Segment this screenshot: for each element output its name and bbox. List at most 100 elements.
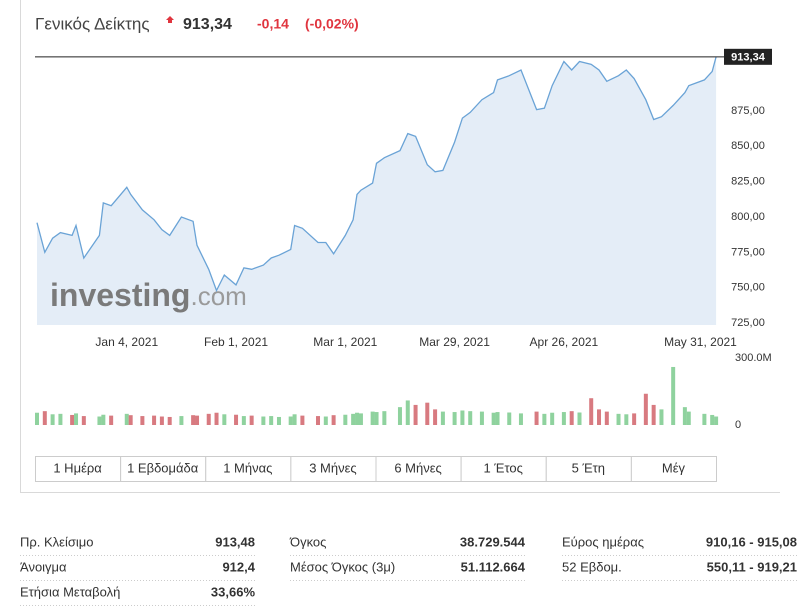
stat-value: 913,48	[215, 534, 255, 549]
volume-bar	[109, 415, 114, 425]
volume-bar	[468, 411, 473, 425]
y-tick-label: 800,00	[731, 211, 765, 223]
down-arrow	[166, 16, 174, 23]
stat-label: Άνοιγμα	[20, 559, 67, 574]
volume-bar	[323, 416, 328, 425]
tab-button[interactable]	[545, 456, 632, 482]
volume-bar	[58, 413, 63, 425]
price: 913,34	[183, 16, 232, 33]
x-tick-label: Mar 29, 2021	[419, 335, 490, 349]
volume-bar	[577, 412, 582, 425]
volume-bar	[124, 413, 129, 425]
price-line	[36, 56, 717, 293]
volume-bar	[358, 413, 363, 425]
volume-bar	[288, 416, 293, 425]
volume-bar	[425, 402, 430, 425]
tab-label[interactable]: 1 Εβδομάδα	[127, 460, 199, 475]
volume-bar	[300, 415, 305, 425]
y-tick-label: 775,00	[731, 246, 765, 258]
x-tick-label: May 31, 2021	[664, 335, 737, 349]
x-tick-label: Mar 1, 2021	[313, 335, 377, 349]
stat-value: 51.112.664	[461, 559, 526, 574]
volume-bar	[351, 413, 356, 425]
volume-bar	[433, 409, 438, 425]
volume-bar	[550, 412, 555, 425]
watermark: investing.com	[50, 277, 247, 313]
volume-bar	[50, 414, 55, 425]
last-price-tag	[724, 48, 772, 65]
volume-bar	[479, 411, 484, 425]
tab-button[interactable]	[630, 456, 717, 482]
volume-bar	[710, 414, 715, 425]
volume-bar	[702, 413, 707, 425]
volume-bar	[597, 409, 602, 425]
volume-bar	[70, 414, 75, 425]
tab-label[interactable]: Μέγ	[662, 460, 686, 475]
volume-bar	[179, 416, 184, 425]
stat-label: Πρ. Κλείσιμο	[20, 534, 94, 549]
area-fill	[37, 56, 717, 326]
volume-bar	[405, 400, 410, 425]
tab-label[interactable]: 5 Έτη	[572, 460, 605, 475]
stat-value: 912,4	[222, 559, 255, 574]
volume-bar	[413, 404, 418, 425]
stat-label: Ετήσια Μεταβολή	[20, 584, 120, 599]
volume-bar	[616, 413, 621, 425]
volume-bar	[686, 411, 691, 425]
volume-bar	[491, 412, 496, 425]
tab-label[interactable]: 1 Έτος	[483, 460, 522, 475]
volume-bar	[249, 415, 254, 425]
volume-bar	[343, 414, 348, 425]
stat-label: 52 Εβδομ.	[562, 559, 622, 574]
volume-bar	[440, 411, 445, 425]
stat-label: Εύρος ημέρας	[562, 534, 644, 549]
y-tick-label: 850,00	[731, 140, 765, 152]
volume-bar	[460, 410, 465, 425]
volume-bar	[35, 412, 39, 425]
volume-bar	[128, 415, 133, 425]
tab-label[interactable]: 6 Μήνες	[394, 460, 441, 475]
stat-value: 910,16 - 915,08	[706, 534, 797, 549]
volume-bar	[714, 416, 719, 425]
volume-bar	[374, 412, 379, 425]
volume-bar	[659, 409, 664, 425]
volume-bar	[261, 416, 266, 425]
volume-bar	[561, 412, 566, 425]
y-tick-label: 875,00	[731, 105, 765, 117]
tab-label[interactable]: 3 Μήνες	[309, 460, 356, 475]
volume-tick-label: 300.0M	[735, 352, 772, 364]
volume-bar	[152, 415, 157, 425]
volume-bar	[42, 411, 47, 425]
volume-bar	[542, 413, 547, 425]
x-tick-label: Jan 4, 2021	[95, 335, 158, 349]
volume-bar	[292, 414, 297, 425]
stat-label: Όγκος	[289, 534, 326, 549]
volume-bar	[140, 416, 145, 425]
last-price-label: 913,34	[731, 52, 766, 64]
volume-bar	[624, 414, 629, 425]
y-tick-label: 725,00	[731, 317, 765, 329]
volume-bar	[195, 415, 200, 425]
volume-bar	[495, 412, 500, 425]
tab-label[interactable]: 1 Μήνας	[223, 460, 272, 475]
volume-bar	[643, 393, 648, 425]
volume-bar	[589, 398, 594, 425]
volume-bar	[276, 416, 281, 425]
volume-bar	[241, 416, 246, 425]
stat-value: 38.729.544	[460, 534, 526, 549]
volume-bar	[97, 416, 102, 425]
tab-label[interactable]: 1 Ημέρα	[53, 460, 102, 475]
volume-bar	[382, 411, 387, 425]
volume-bar	[397, 407, 402, 425]
volume-bar	[518, 413, 523, 425]
volume-bar	[269, 416, 274, 425]
volume-bar	[206, 413, 211, 425]
volume-bar	[74, 413, 79, 425]
stat-label: Μέσος Όγκος (3μ)	[290, 559, 395, 574]
volume-bar	[507, 412, 512, 425]
volume-tick-label: 0	[735, 419, 741, 431]
tab-button[interactable]	[35, 456, 122, 482]
y-tick-label: 825,00	[731, 176, 765, 188]
volume-bar	[316, 416, 321, 425]
